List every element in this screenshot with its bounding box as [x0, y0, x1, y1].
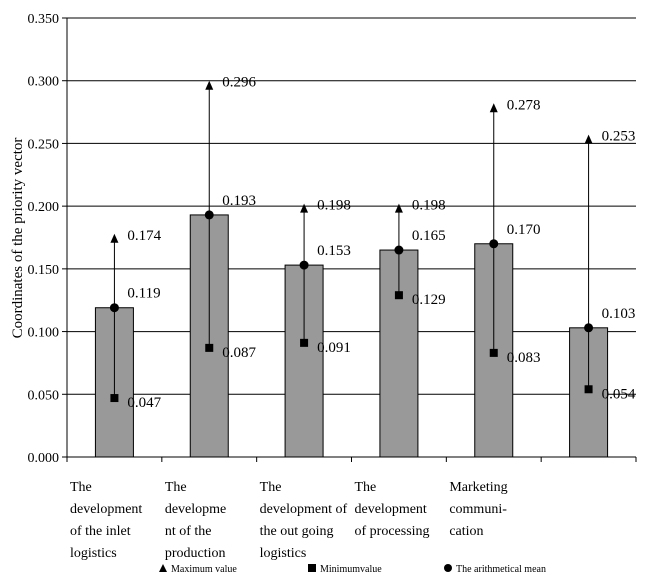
category-label: of the inlet	[70, 524, 131, 539]
legend-square-icon	[308, 564, 316, 572]
y-tick-label: 0.000	[28, 451, 60, 466]
mean-value-label: 0.170	[507, 222, 541, 238]
category-label: development	[70, 502, 142, 517]
category-label: The	[70, 480, 92, 495]
max-marker	[584, 134, 593, 144]
mean-value-label: 0.153	[317, 243, 351, 259]
min-value-label: 0.087	[222, 345, 256, 361]
mean-marker	[299, 260, 309, 270]
category-label: Marketing	[449, 480, 507, 495]
min-marker	[300, 338, 309, 347]
category-label: of processing	[355, 524, 430, 539]
category-label: production	[165, 546, 226, 561]
grid-lines	[67, 17, 636, 458]
min-marker	[489, 348, 498, 357]
y-tick-label: 0.050	[28, 388, 60, 403]
max-marker	[205, 80, 214, 90]
category-label: nt of the	[165, 524, 212, 539]
legend-label: Minimumvalue	[320, 564, 382, 575]
mean-marker	[109, 303, 119, 313]
min-value-label: 0.083	[507, 350, 541, 366]
mean-value-label: 0.165	[412, 228, 446, 244]
category-label: development	[355, 502, 427, 517]
legend-label: Maximum value	[171, 564, 237, 575]
data-labels-group: 0.174 0.119 0.047 0.296 0.193 0.087 0.198 0.153…	[127, 75, 635, 411]
min-marker	[584, 385, 593, 394]
min-marker	[110, 394, 119, 403]
y-tick-label: 0.150	[28, 263, 60, 278]
max-value-label: 0.296	[222, 75, 256, 91]
category-label: the out going	[260, 524, 334, 539]
y-tick-label: 0.300	[28, 75, 60, 90]
y-tick-label: 0.350	[28, 12, 60, 27]
max-value-label: 0.198	[412, 198, 446, 214]
min-marker	[394, 291, 403, 300]
y-tick-label: 0.250	[28, 137, 60, 152]
mean-value-label: 0.103	[602, 306, 636, 322]
category-label: cation	[449, 524, 483, 539]
category-label: development of	[260, 502, 348, 517]
min-marker	[205, 343, 214, 352]
bar	[379, 249, 419, 458]
min-value-label: 0.129	[412, 292, 446, 308]
max-value-label: 0.174	[127, 228, 161, 244]
max-marker	[489, 103, 498, 113]
mean-value-label: 0.193	[222, 193, 256, 209]
max-value-label: 0.253	[602, 129, 636, 145]
max-value-label: 0.278	[507, 97, 541, 113]
category-label: logistics	[260, 546, 307, 561]
mean-marker	[584, 323, 594, 333]
legend-label: The arithmetical mean	[456, 564, 546, 575]
y-axis-label: Coordinates of the priority vector	[10, 138, 26, 339]
mean-marker	[394, 245, 404, 255]
max-marker	[110, 233, 119, 243]
mean-marker	[204, 210, 214, 220]
y-tick-label: 0.200	[28, 200, 60, 215]
min-value-label: 0.054	[602, 386, 636, 402]
category-label: logistics	[70, 546, 117, 561]
mean-marker	[489, 239, 499, 249]
mean-value-label: 0.119	[127, 286, 160, 302]
category-label: The	[165, 480, 187, 495]
legend-circle-icon	[444, 564, 452, 572]
min-value-label: 0.091	[317, 340, 351, 356]
category-label: The	[355, 480, 377, 495]
range-lines-group	[109, 80, 594, 403]
max-value-label: 0.198	[317, 198, 351, 214]
min-value-label: 0.047	[127, 395, 161, 411]
max-marker	[394, 203, 403, 213]
legend-triangle-icon	[159, 564, 167, 572]
category-label: communi-	[449, 502, 507, 517]
max-marker	[300, 203, 309, 213]
legend: Maximum value Minimumvalue The arithmetica…	[159, 564, 546, 575]
category-label: The	[260, 480, 282, 495]
y-tick-label: 0.100	[28, 326, 60, 341]
axes-group: 0.000 0.050 0.100 0.150 0.200 0.250 0.300 0.350	[28, 12, 637, 466]
category-label: developme	[165, 502, 226, 517]
